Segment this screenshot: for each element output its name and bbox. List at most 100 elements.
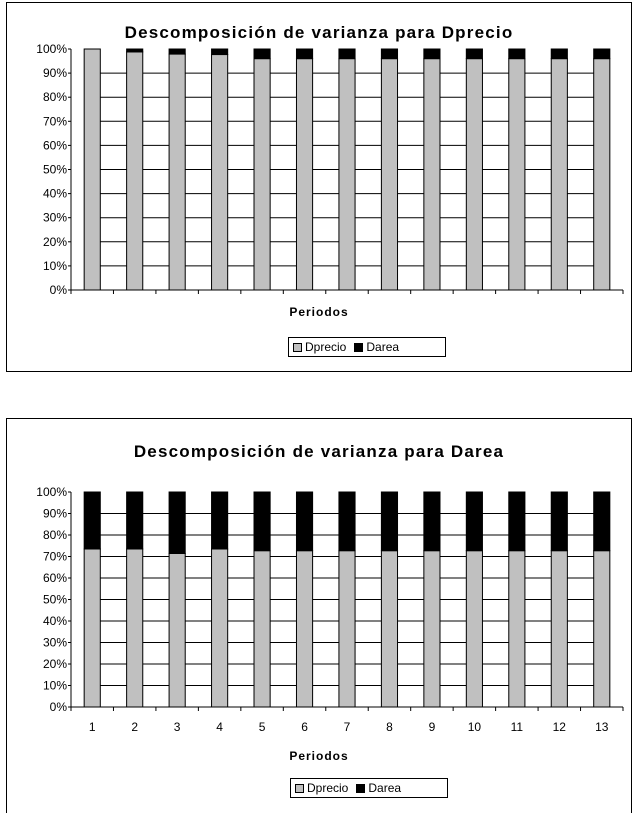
y-tick-label: 90%	[43, 507, 67, 521]
bar-segment-darea	[550, 491, 568, 552]
y-tick-label: 80%	[43, 528, 67, 542]
bar-segment-darea	[423, 491, 441, 552]
x-tick-label: 7	[344, 720, 351, 734]
bar-segment-dprecio	[211, 54, 229, 291]
bar-segment-dprecio	[380, 550, 399, 708]
legend: Dprecio Darea	[290, 778, 448, 798]
legend-label: Dprecio	[305, 340, 347, 354]
bar-segment-dprecio	[126, 548, 144, 708]
bar-segment-darea	[211, 491, 229, 550]
chart-panel-dprecio: Descomposición de varianza para Dprecio …	[6, 2, 632, 372]
bar-segment-dprecio	[338, 58, 356, 291]
bar-segment-dprecio	[295, 58, 314, 291]
bar-segment-dprecio	[550, 58, 568, 291]
bar-segment-dprecio	[508, 58, 526, 291]
y-tick-label: 20%	[43, 657, 67, 671]
bar-segment-darea	[593, 48, 611, 60]
x-tick-label: 8	[386, 720, 393, 734]
y-tick-label: 40%	[43, 614, 67, 628]
plot-area: 0%10%20%30%40%50%60%70%80%90%100%1234567…	[36, 42, 624, 297]
chart-title: Descomposición de varianza para Darea	[133, 442, 505, 461]
x-tick-label: 1	[89, 720, 96, 734]
bar-segment-darea	[550, 48, 568, 60]
bar-segment-dprecio	[253, 550, 271, 708]
bar-segment-dprecio	[380, 58, 399, 291]
legend-label: Darea	[366, 340, 400, 354]
y-tick-label: 50%	[43, 163, 67, 177]
bar-segment-darea	[380, 48, 399, 60]
y-tick-label: 0%	[50, 283, 68, 297]
bar-segment-darea	[465, 48, 483, 60]
legend-swatch-dprecio	[295, 783, 304, 793]
legend-item-darea: Darea	[356, 781, 401, 795]
y-tick-label: 100%	[36, 42, 67, 56]
bar-segment-dprecio	[168, 53, 186, 291]
bar-segment-dprecio	[83, 48, 101, 291]
y-tick-label: 10%	[43, 259, 67, 273]
y-tick-label: 100%	[36, 485, 67, 499]
bar-segment-dprecio	[550, 550, 568, 708]
x-tick-label: 12	[553, 720, 567, 734]
bar-segment-dprecio	[465, 550, 483, 708]
bar-segment-dprecio	[211, 548, 229, 708]
bar-segment-darea	[423, 48, 441, 60]
bar-segment-darea	[295, 491, 314, 552]
bar-segment-darea	[508, 48, 526, 60]
y-tick-label: 70%	[43, 114, 67, 128]
legend-label: Darea	[368, 781, 402, 795]
x-tick-label: 4	[216, 720, 223, 734]
bar-segment-darea	[338, 48, 356, 60]
y-tick-label: 40%	[43, 187, 67, 201]
y-tick-label: 0%	[50, 700, 68, 714]
y-tick-label: 60%	[43, 138, 67, 152]
bar-segment-dprecio	[253, 58, 271, 291]
legend-label: Dprecio	[307, 781, 349, 795]
x-tick-label: 10	[468, 720, 482, 734]
x-tick-label: 5	[259, 720, 266, 734]
bar-segment-darea	[338, 491, 356, 552]
chart-panel-darea: Descomposición de varianza para Darea 0%…	[6, 418, 632, 813]
x-axis-label: Periodos	[289, 749, 349, 763]
bar-segment-darea	[126, 48, 144, 53]
bar-segment-dprecio	[338, 550, 356, 708]
x-tick-label: 13	[595, 720, 609, 734]
bar-segment-darea	[465, 491, 483, 552]
x-tick-label: 2	[131, 720, 138, 734]
bar-segment-darea	[380, 491, 399, 552]
bar-segment-darea	[253, 491, 271, 552]
bar-segment-dprecio	[508, 550, 526, 708]
x-tick-label: 6	[301, 720, 308, 734]
bar-segment-darea	[168, 48, 186, 55]
x-tick-label: 3	[174, 720, 181, 734]
legend-swatch-dprecio	[293, 342, 302, 352]
chart-title: Descomposición de varianza para Dprecio	[124, 23, 514, 42]
x-tick-label: 11	[511, 720, 524, 734]
bar-segment-dprecio	[423, 58, 441, 291]
bar-segment-dprecio	[83, 548, 101, 708]
bar-segment-dprecio	[126, 51, 144, 291]
legend-item-dprecio: Dprecio	[293, 340, 346, 354]
legend-swatch-darea	[354, 342, 364, 352]
bar-segment-dprecio	[168, 552, 186, 708]
y-tick-label: 70%	[43, 550, 67, 564]
bar-segment-dprecio	[465, 58, 483, 291]
y-tick-label: 90%	[43, 66, 67, 80]
bar-segment-darea	[253, 48, 271, 60]
bar-segment-dprecio	[295, 550, 314, 708]
bar-segment-dprecio	[593, 58, 611, 291]
bar-segment-darea	[126, 491, 144, 550]
legend: Dprecio Darea	[288, 337, 446, 357]
bar-segment-dprecio	[593, 550, 611, 708]
bar-segment-dprecio	[423, 550, 441, 708]
y-tick-label: 60%	[43, 571, 67, 585]
y-tick-label: 80%	[43, 90, 67, 104]
y-tick-label: 50%	[43, 593, 67, 607]
legend-item-darea: Darea	[354, 340, 399, 354]
y-tick-label: 20%	[43, 235, 67, 249]
bar-segment-darea	[295, 48, 314, 60]
x-axis-label: Periodos	[289, 305, 349, 319]
bar-segment-darea	[211, 48, 229, 56]
bar-segment-darea	[593, 491, 611, 552]
bar-segment-darea	[508, 491, 526, 552]
